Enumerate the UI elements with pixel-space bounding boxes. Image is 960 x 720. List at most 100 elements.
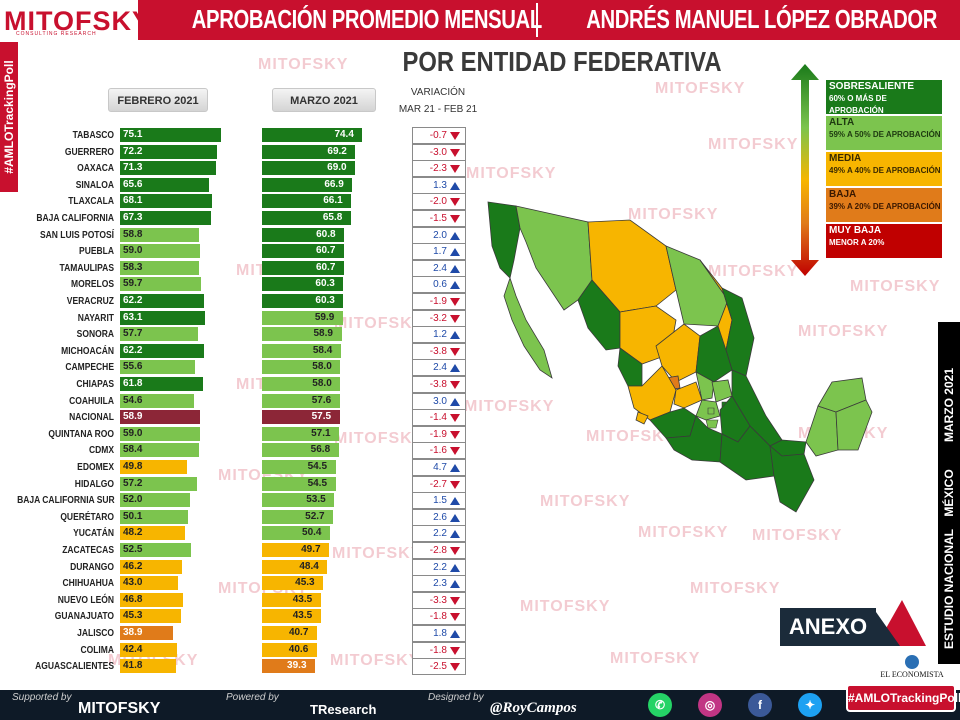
arrow-down-icon	[450, 381, 460, 389]
column-header-variation: VARIACIÓN	[410, 87, 466, 98]
bar-feb-label: 72.2	[123, 145, 143, 157]
bar-mar	[262, 310, 343, 325]
bar-mar-label: 60.3	[315, 295, 335, 306]
bar-mar	[262, 277, 344, 292]
mexico-map	[487, 201, 873, 513]
state-label: BAJA CALIFORNIA SUR	[17, 495, 115, 507]
arrow-up-icon	[450, 331, 460, 340]
variation-cell: 3.0	[412, 392, 466, 410]
state-label: CAMPECHE	[65, 362, 114, 374]
legend-title: MUY BAJA	[829, 225, 882, 236]
arrow-down-icon	[450, 148, 460, 157]
bar-feb-label: 52.5	[123, 544, 143, 555]
bar-mar	[262, 526, 331, 541]
bar-mar-label: 74.4	[334, 129, 354, 140]
bar-feb-label: 63.1	[123, 311, 143, 323]
watermark: MITOFSKY	[466, 165, 557, 182]
bar-mar-label: 60.7	[315, 261, 336, 273]
facebook-icon[interactable]: f	[748, 693, 772, 717]
arrow-down-icon	[450, 646, 460, 655]
bar-mar	[262, 128, 363, 142]
state-label: ZACATECAS	[62, 545, 114, 556]
arrow-down-icon	[450, 414, 460, 423]
arrow-down-icon	[450, 198, 460, 207]
arrow-up-icon	[450, 231, 460, 240]
map-state-chiapas	[769, 445, 815, 513]
instagram-icon[interactable]: ◎	[698, 693, 722, 717]
variation-value: 1.3	[433, 179, 447, 191]
bar-mar	[262, 211, 351, 225]
bar-feb-label: 75.1	[123, 129, 143, 140]
table-row: SAN LUIS POTOSÍ 58.8 60.8 2.0	[0, 226, 480, 244]
arrow-down-icon	[450, 480, 460, 489]
table-row: PUEBLA 59.0 60.7 1.7	[0, 243, 480, 261]
watermark: MITOFSKY	[690, 580, 781, 597]
bar-mar-label: 50.4	[302, 527, 322, 539]
variation-value: 2.3	[433, 578, 447, 590]
economista-icon	[905, 655, 919, 669]
twitter-icon[interactable]: ✦	[798, 693, 822, 717]
bar-mar-label: 53.5	[306, 494, 326, 506]
state-label: GUANAJUATO	[54, 611, 114, 623]
bar-feb	[120, 161, 217, 176]
legend-desc: 39% A 20% DE APROBACIÓN	[829, 202, 941, 211]
bar-mar	[262, 194, 352, 209]
variation-cell: -2.0	[412, 193, 466, 211]
bar-feb	[120, 493, 191, 508]
bar-mar	[262, 642, 317, 657]
watermark: MITOFSKY	[708, 136, 799, 153]
bar-feb	[120, 443, 199, 458]
variation-value: 2.0	[433, 229, 447, 241]
bar-feb	[120, 543, 191, 557]
state-label: EDOMEX	[77, 462, 114, 473]
variation-value: 1.8	[433, 628, 447, 639]
state-label: TLAXCALA	[68, 196, 114, 208]
variation-cell: 2.4	[412, 359, 466, 377]
variation-value: -1.6	[429, 445, 447, 457]
bar-mar-label: 59.9	[314, 311, 335, 323]
variation-value: -2.5	[429, 661, 447, 673]
variation-value: 2.6	[433, 511, 447, 523]
variation-cell: -3.8	[412, 342, 466, 360]
title-divider	[536, 3, 538, 37]
bar-feb	[120, 227, 200, 242]
bar-feb-label: 67.3	[123, 212, 143, 223]
bar-mar	[262, 576, 324, 591]
bar-feb	[120, 476, 198, 491]
mitofsky-logo: MITOFSKY	[4, 6, 152, 36]
variation-cell: -2.5	[412, 658, 466, 676]
bar-mar-label: 39.3	[287, 660, 307, 672]
state-label: SINALOA	[75, 179, 114, 191]
watermark: MITOFSKY	[628, 206, 719, 223]
variation-value: -3.0	[429, 146, 447, 158]
watermark: MITOFSKY	[610, 650, 701, 667]
table-row: CAMPECHE 55.6 58.0 2.4	[0, 359, 480, 377]
variation-cell: 1.7	[412, 243, 466, 261]
table-row: TAMAULIPAS 58.3 60.7 2.4	[0, 259, 480, 277]
variation-cell: 2.0	[412, 226, 466, 244]
bar-feb	[120, 426, 200, 441]
state-label: PUEBLA	[79, 246, 114, 258]
bar-mar-label: 40.6	[288, 643, 309, 655]
bar-mar	[262, 460, 336, 474]
bar-mar-label: 69.2	[327, 145, 347, 157]
anexo-label: ANEXO	[780, 608, 876, 646]
footer-mitofsky-logo: MITOFSKY	[78, 700, 161, 717]
watermark: MITOFSKY	[708, 263, 799, 280]
state-label: AGUASCALIENTES	[35, 661, 114, 673]
legend-title: SOBRESALIENTE	[829, 81, 915, 92]
left-tag-strip	[0, 42, 18, 192]
legend-baja: BAJA 39% A 20% DE APROBACIÓN	[826, 188, 942, 222]
whatsapp-icon[interactable]: ✆	[648, 693, 672, 717]
tracking-poll-tag[interactable]: #AMLOTrackingPoll	[846, 684, 960, 712]
variation-cell: -3.8	[412, 376, 466, 393]
bar-feb	[120, 177, 209, 192]
map-state-baja-california	[487, 201, 521, 279]
bar-feb-label: 42.4	[123, 643, 143, 655]
variation-cell: 2.6	[412, 508, 466, 526]
bar-mar	[262, 592, 321, 607]
arrow-down-icon	[450, 298, 460, 306]
header-title-band	[138, 0, 960, 40]
bar-feb-label: 57.2	[123, 477, 143, 489]
variation-cell: -1.9	[412, 425, 466, 443]
